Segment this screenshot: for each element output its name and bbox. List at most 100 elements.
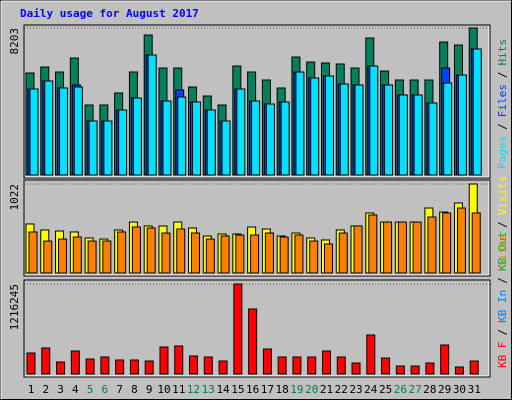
bar	[85, 358, 95, 375]
bar	[321, 350, 331, 375]
bar	[203, 356, 213, 375]
x-tick-label: 27	[409, 383, 422, 396]
bar	[236, 88, 246, 176]
legend-entry: Hits	[496, 39, 509, 66]
bar	[307, 356, 317, 375]
bar	[353, 225, 363, 274]
bar	[72, 236, 82, 274]
legend-entry: KB Out	[496, 231, 509, 271]
legend: Sites / Visits	[496, 176, 509, 268]
bar	[292, 356, 302, 375]
bar	[413, 94, 423, 176]
bar	[351, 362, 361, 375]
bar	[250, 234, 260, 274]
bar	[384, 84, 394, 176]
x-tick-label: 31	[468, 383, 481, 396]
bar	[280, 101, 290, 176]
x-tick-label: 6	[102, 383, 109, 396]
bar	[174, 345, 184, 375]
bar	[43, 240, 53, 274]
x-tick-label: 12	[187, 383, 200, 396]
bar	[220, 235, 230, 274]
bar	[398, 94, 408, 176]
x-tick-label: 22	[335, 383, 348, 396]
bar	[192, 101, 202, 176]
bar	[191, 232, 201, 274]
x-tick-label: 13	[202, 383, 215, 396]
bar	[336, 356, 346, 375]
bar	[177, 96, 187, 176]
legend-separator: /	[496, 221, 509, 228]
bar	[469, 360, 479, 375]
x-tick-label: 1	[28, 383, 35, 396]
bar	[456, 207, 466, 274]
bar	[29, 88, 39, 176]
bar	[472, 48, 482, 176]
bar	[354, 84, 364, 176]
bar	[428, 102, 438, 176]
x-tick-label: 30	[453, 383, 466, 396]
bar	[309, 240, 319, 274]
x-tick-label: 10	[157, 383, 170, 396]
bar	[277, 356, 287, 375]
x-tick-label: 11	[172, 383, 185, 396]
bar	[176, 228, 186, 274]
legend: KB F / KB In / KB Out	[496, 231, 509, 368]
legend-separator: /	[496, 123, 509, 130]
legend-separator: /	[496, 329, 509, 336]
bar	[410, 365, 420, 375]
x-tick-label: 29	[438, 383, 451, 396]
x-tick-label: 17	[261, 383, 274, 396]
bar	[205, 238, 215, 274]
bar	[146, 227, 156, 274]
bar	[279, 236, 289, 274]
bar	[369, 65, 379, 176]
bar	[221, 120, 231, 176]
bar	[161, 232, 171, 274]
bar	[339, 83, 349, 176]
bar	[323, 243, 333, 274]
bar	[102, 240, 112, 274]
x-tick-label: 9	[146, 383, 153, 396]
y-tick-label: 8203	[8, 28, 21, 55]
bar	[129, 359, 139, 375]
bar	[189, 355, 199, 375]
bar	[262, 348, 272, 375]
bar	[58, 238, 68, 274]
x-tick-label: 20	[305, 383, 318, 396]
bar	[397, 221, 407, 274]
x-tick-label: 23	[349, 383, 362, 396]
bar	[159, 346, 169, 375]
x-tick-label: 5	[87, 383, 94, 396]
bar	[264, 232, 274, 274]
legend-entry: Files	[496, 84, 509, 117]
y-tick-label: 1022	[8, 184, 21, 211]
bar	[118, 109, 128, 176]
legend-entry: Sites	[496, 234, 509, 267]
bar	[73, 86, 83, 176]
bar	[457, 74, 467, 176]
bar	[117, 231, 127, 274]
bar	[218, 360, 228, 375]
legend-entry: Pages	[496, 136, 509, 169]
legend-separator: /	[496, 72, 509, 79]
x-tick-label: 18	[276, 383, 289, 396]
x-tick-label: 16	[246, 383, 259, 396]
bar	[443, 82, 453, 176]
bar	[425, 362, 435, 375]
chart-title: Daily usage for August 2017	[20, 7, 199, 20]
x-tick-label: 8	[131, 383, 138, 396]
bar	[440, 344, 450, 375]
x-tick-label: 14	[216, 383, 230, 396]
bar	[41, 347, 51, 375]
bar	[442, 212, 452, 274]
bar	[235, 234, 245, 274]
x-tick-label: 25	[379, 383, 392, 396]
bar	[132, 97, 142, 176]
x-tick-label: 19	[290, 383, 303, 396]
bar	[412, 221, 422, 274]
bar	[206, 109, 216, 176]
bar	[383, 221, 393, 274]
legend-entry: Visits	[496, 176, 509, 216]
